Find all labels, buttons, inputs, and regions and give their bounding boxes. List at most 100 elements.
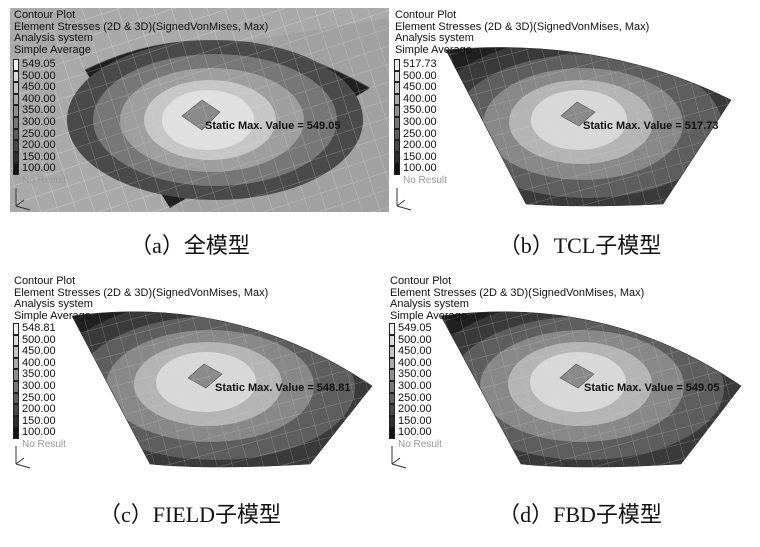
legend-swatch [13,404,19,416]
legend-value: 548.81 [22,322,56,334]
legend-value: 250.00 [22,391,56,404]
legend-swatch [394,151,400,164]
contour-plot-b [445,47,732,207]
legend-value: 200.00 [22,139,56,152]
legend-value: 200.00 [22,403,56,416]
no-result-label: No Result [22,174,66,186]
legend-swatch [13,116,19,129]
legend-value: 300.00 [22,379,56,392]
legend-swatch [13,380,19,393]
legend-value: 150.00 [22,150,56,163]
header-line: Analysis system [395,32,474,44]
panel-d-fbd-submodel: Contour Plot Element Stresses (2D & 3D)(… [386,274,753,472]
legend-swatch [13,392,19,405]
legend-value: 150.00 [22,414,56,427]
header-line: Contour Plot [390,275,452,287]
legend-value: 350.00 [403,104,437,117]
legend-value: 350.00 [398,368,432,381]
legend-swatch [13,82,19,94]
legend-value: 400.00 [22,92,56,105]
header-line: Element Stresses (2D & 3D)(SignedVonMise… [14,286,269,299]
legend-swatch [13,415,19,428]
static-max-label: Static Max. Value = 517.73 [583,120,719,132]
legend-swatch [394,93,400,106]
header-line: Simple Average [14,309,91,322]
header-line: Simple Average [14,43,91,56]
header-line: Contour Plot [395,9,457,21]
legend-value: 350.00 [22,104,56,117]
legend-value: 100.00 [22,426,56,439]
plot-header: Contour Plot Element Stresses (2D & 3D)(… [14,9,269,56]
legend-value: 100.00 [403,162,437,175]
legend-value: 250.00 [398,391,432,404]
legend-value: 549.05 [22,58,56,70]
header-line: Element Stresses (2D & 3D)(SignedVonMise… [14,20,269,33]
legend-value: 400.00 [403,92,437,105]
no-result-label: No Result [403,174,447,186]
static-max-label: Static Max. Value = 549.05 [205,120,341,132]
legend-value: 100.00 [22,162,56,175]
legend-swatch [13,59,19,71]
legend-value: 300.00 [22,115,56,128]
header-line: Contour Plot [14,275,76,287]
legend-value: 450.00 [22,81,56,94]
legend-value: 400.00 [22,356,56,369]
legend-value: 250.00 [403,127,437,140]
legend-value: 500.00 [398,333,432,346]
legend-swatch [13,369,19,381]
legend-value: 549.05 [398,322,432,334]
header-line: Simple Average [395,43,472,56]
contour-plot-c [71,311,373,468]
caption-a: （a）全模型 [130,233,250,258]
header-line: Contour Plot [14,9,76,21]
legend-value: 450.00 [403,81,437,94]
legend-value: 150.00 [398,414,432,427]
header-line: Analysis system [14,298,93,310]
axis-triad-icon [15,446,31,469]
legend-swatch [13,128,19,141]
contour-plot-a [10,8,389,212]
legend-swatch [394,105,400,117]
legend-swatch [13,357,19,370]
legend-value: 500.00 [403,69,437,82]
legend-swatch [13,70,19,83]
caption-d: （d）FBD子模型 [498,502,662,527]
legend-swatch [13,346,19,358]
plot-header: Contour Plot Element Stresses (2D & 3D)(… [395,9,650,56]
legend-swatch [389,346,395,358]
legend-swatch [389,392,395,405]
legend-swatch [394,70,400,83]
legend-swatch [13,427,19,439]
legend-swatch [394,163,400,175]
panel-a-full-model: Contour Plot Element Stresses (2D & 3D)(… [10,8,389,212]
no-result-label: No Result [22,438,66,450]
legend-swatch [394,140,400,152]
legend-value: 200.00 [403,139,437,152]
header-line: Element Stresses (2D & 3D)(SignedVonMise… [395,20,650,33]
legend-value: 400.00 [398,356,432,369]
legend-value: 350.00 [22,368,56,381]
legend-value: 250.00 [22,127,56,140]
header-line: Simple Average [390,309,467,322]
no-result-label: No Result [398,438,442,450]
legend-swatch [394,128,400,141]
legend-swatch [13,140,19,152]
legend-swatch [389,427,395,439]
legend-swatch [389,334,395,347]
legend-swatch [13,334,19,347]
panel-b-tcl-submodel: Contour Plot Element Stresses (2D & 3D)(… [391,8,752,212]
legend-swatch [389,380,395,393]
legend-swatch [13,323,19,335]
legend-swatch [389,404,395,416]
header-line: Analysis system [390,298,469,310]
legend-swatch [394,116,400,129]
panel-c-field-submodel: Contour Plot Element Stresses (2D & 3D)(… [10,274,385,472]
legend-swatch [389,369,395,381]
legend-value: 300.00 [403,115,437,128]
caption-c: （c）FIELD子模型 [98,502,282,527]
legend-value: 500.00 [22,333,56,346]
legend-swatch [13,163,19,175]
legend-value: 150.00 [403,150,437,163]
legend-swatch [389,415,395,428]
caption-b: （b）TCL子模型 [498,233,662,258]
